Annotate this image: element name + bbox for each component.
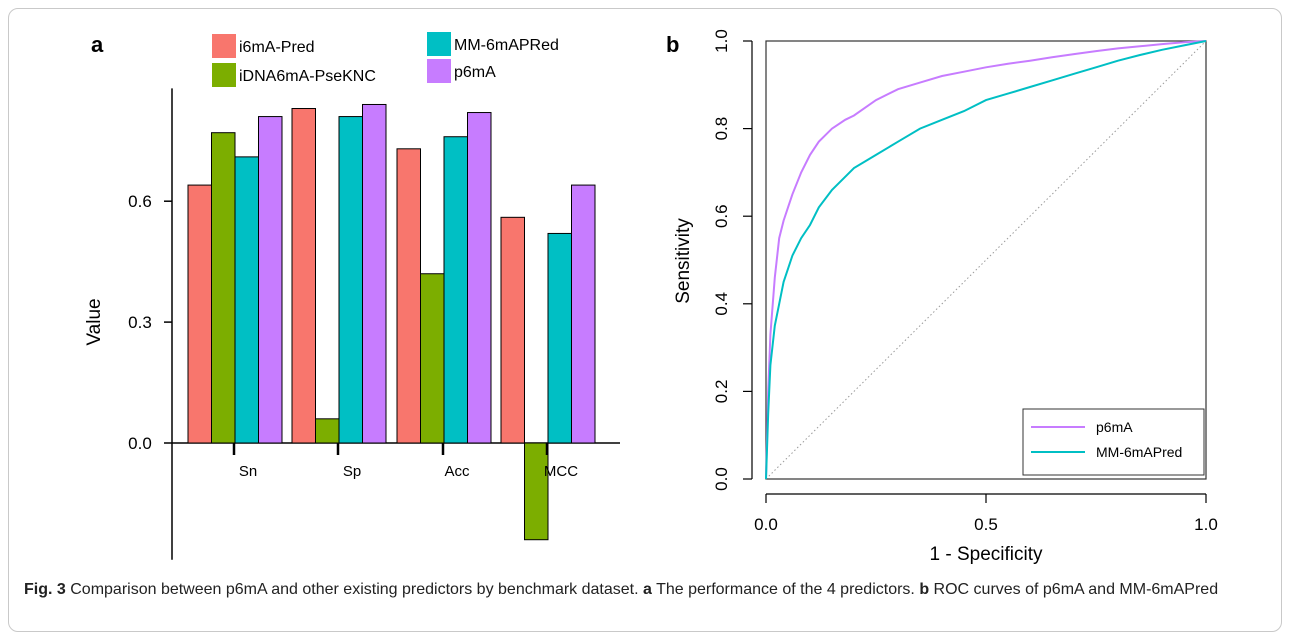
bar-y-tick-label: 0.0 <box>128 434 152 453</box>
bar-category-axis: Sn Sp Acc MCC <box>232 443 578 480</box>
panel-label-b: b <box>666 32 679 57</box>
bar-category-label: Acc <box>444 463 470 480</box>
legend-label: MM-6mAPRed <box>454 37 559 54</box>
bar-marks <box>187 103 596 541</box>
roc-y-tick-label: 0.6 <box>712 204 731 228</box>
bar-y-tick-label: 0.6 <box>128 192 152 211</box>
roc-curve <box>765 40 1207 480</box>
bar <box>571 184 596 444</box>
caption-text: Comparison between p6mA and other existi… <box>70 581 639 598</box>
caption-part-b-text: ROC curves of p6mA and MM-6mAPred <box>933 581 1219 598</box>
panel-label-a: a <box>91 32 104 57</box>
roc-y-tick-label: 0.8 <box>712 117 731 141</box>
bar <box>234 156 259 444</box>
caption-part-a-label: a <box>643 581 652 598</box>
roc-x-tick-label: 1.0 <box>1194 515 1218 534</box>
roc-y-axis-title: Sensitivity <box>673 218 694 304</box>
legend-label: p6mA <box>454 64 496 81</box>
bar <box>547 232 572 444</box>
bar <box>500 216 525 444</box>
legend-label: i6mA-Pred <box>239 39 315 56</box>
bar <box>258 116 283 444</box>
legend-swatch <box>212 34 236 58</box>
bar <box>211 132 236 444</box>
roc-legend-label: MM-6mAPred <box>1096 444 1182 460</box>
bar <box>524 442 549 541</box>
bar <box>420 273 445 444</box>
roc-axes: 0.0 0.5 1.0 0.0 0.2 0.4 0.6 0.8 1.0 <box>712 29 1218 534</box>
roc-x-axis-title: 1 - Specificity <box>930 544 1043 565</box>
bar-y-axis-title: Value <box>84 298 105 345</box>
bar <box>338 116 363 444</box>
legend-label: iDNA6mA-PseKNC <box>239 68 376 85</box>
roc-chart-panel: b 1 - Specificity Sensitivity 0.0 0.5 1.00… <box>666 29 1218 565</box>
roc-plot-box <box>765 40 1207 480</box>
bar <box>396 148 421 444</box>
roc-diagonal-reference <box>765 40 1207 480</box>
bar <box>315 418 340 444</box>
roc-y-tick-label: 0.2 <box>712 380 731 404</box>
bar-category-label: MCC <box>544 463 578 480</box>
bar-chart-legend: i6mA-Pred iDNA6mA-PseKNC MM-6mAPRed p6mA <box>212 32 559 87</box>
roc-y-tick-label: 0.0 <box>712 467 731 491</box>
roc-legend-label: p6mA <box>1096 419 1133 435</box>
legend-swatch <box>212 63 236 87</box>
bar <box>187 184 212 444</box>
caption-part-a-text: The performance of the 4 predictors. <box>656 581 915 598</box>
bar <box>291 108 316 444</box>
bar <box>467 112 492 444</box>
roc-legend-box <box>1022 408 1205 476</box>
bar-category-label: Sn <box>239 463 257 480</box>
roc-y-tick-label: 0.4 <box>712 292 731 316</box>
figure-frame <box>8 8 1282 632</box>
legend-swatch <box>427 32 451 56</box>
figure-charts: a Value i6mA-Pred iDNA6mA-PseKNC MM-6mAPRe… <box>84 29 1218 565</box>
roc-curve <box>765 40 1207 480</box>
roc-curves <box>765 40 1207 480</box>
bar <box>443 136 468 444</box>
roc-x-tick-label: 0.0 <box>754 515 778 534</box>
figure-caption: Fig. 3 Comparison between p6mA and other… <box>24 578 1264 602</box>
bar-y-tick-label: 0.3 <box>128 313 152 332</box>
roc-legend: p6mA MM-6mAPred <box>1022 408 1205 476</box>
roc-y-tick-label: 1.0 <box>712 29 731 53</box>
roc-x-tick-label: 0.5 <box>974 515 998 534</box>
bar <box>362 103 387 444</box>
bar-chart-panel: a Value i6mA-Pred iDNA6mA-PseKNC MM-6mAPRe… <box>84 32 620 560</box>
caption-figure-label: Fig. 3 <box>24 581 66 598</box>
legend-swatch <box>427 59 451 83</box>
bar-category-label: Sp <box>343 463 361 480</box>
caption-part-b-label: b <box>919 581 930 598</box>
